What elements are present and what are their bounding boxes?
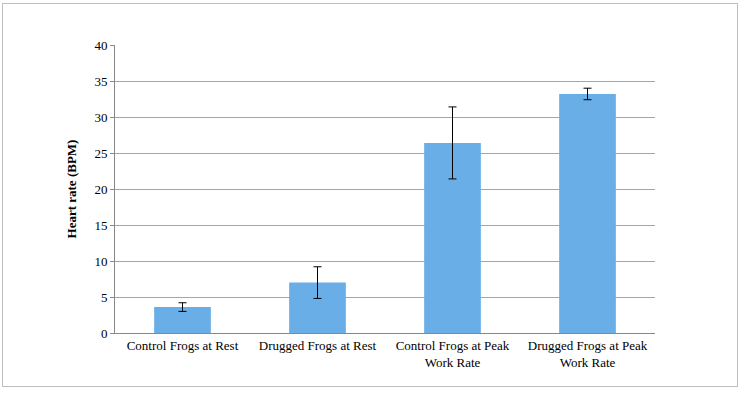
svg-text:20: 20 [94, 182, 107, 197]
svg-text:35: 35 [94, 74, 107, 89]
svg-text:0: 0 [101, 326, 108, 341]
svg-text:10: 10 [94, 254, 107, 269]
svg-text:40: 40 [94, 38, 107, 53]
svg-text:25: 25 [94, 146, 107, 161]
svg-text:15: 15 [94, 218, 107, 233]
svg-text:Drugged Frogs at Rest: Drugged Frogs at Rest [259, 338, 377, 353]
svg-text:Control Frogs at Rest: Control Frogs at Rest [127, 338, 239, 353]
svg-text:Heart rate (BPM): Heart rate (BPM) [64, 140, 79, 239]
svg-text:Drugged Frogs at PeakWork Rate: Drugged Frogs at PeakWork Rate [528, 338, 648, 370]
svg-text:30: 30 [94, 110, 107, 125]
svg-text:5: 5 [101, 290, 108, 305]
svg-text:Control Frogs at PeakWork Rate: Control Frogs at PeakWork Rate [396, 338, 510, 370]
